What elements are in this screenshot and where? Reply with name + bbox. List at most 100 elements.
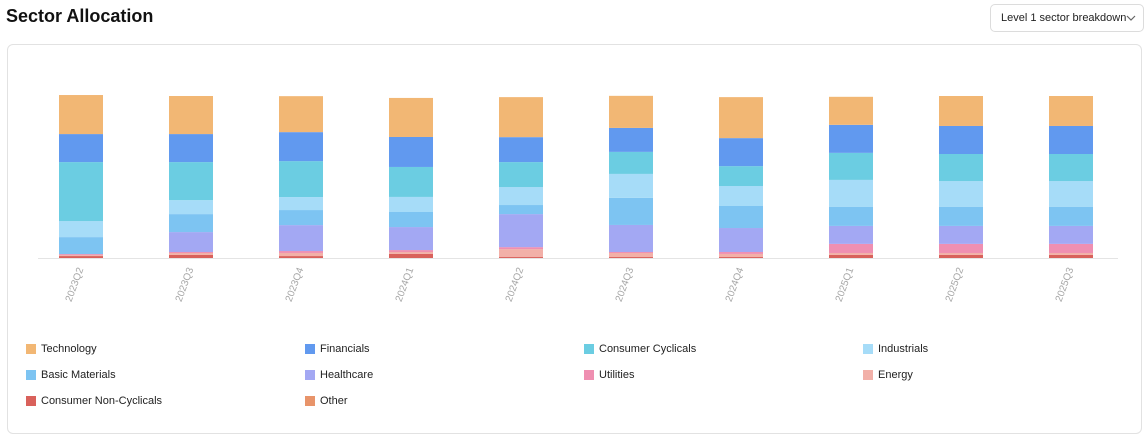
legend-item-consumer-non-cyclicals[interactable]: Consumer Non-Cyclicals: [26, 395, 162, 407]
bar-segment-2025Q3-basic-materials[interactable]: [1049, 206, 1093, 226]
bar-segment-2024Q4-energy[interactable]: [719, 253, 763, 258]
bar-segment-2025Q3-utilities[interactable]: [1049, 243, 1093, 253]
bar-segment-2024Q4-utilities[interactable]: [719, 252, 763, 254]
bar-segment-2024Q2-healthcare[interactable]: [499, 214, 543, 248]
bar-segment-2023Q2-utilities[interactable]: [59, 254, 103, 256]
bar-segment-2024Q4-industrials[interactable]: [719, 186, 763, 206]
legend-item-consumer-cyclicals[interactable]: Consumer Cyclicals: [584, 343, 696, 355]
bar-segment-2025Q2-utilities[interactable]: [939, 243, 983, 253]
bar-segment-2024Q1-industrials[interactable]: [389, 196, 433, 212]
bar-segment-2024Q1-financials[interactable]: [389, 136, 433, 167]
bar-segment-2024Q3-healthcare[interactable]: [609, 224, 653, 252]
bar-segment-2024Q4-financials[interactable]: [719, 138, 763, 167]
bar-segment-2024Q3-technology[interactable]: [609, 95, 653, 128]
bar-segment-2024Q4-healthcare[interactable]: [719, 228, 763, 253]
bar-segment-2024Q4-consumer-cyclicals[interactable]: [719, 166, 763, 187]
bar-segment-2023Q4-healthcare[interactable]: [279, 225, 323, 252]
bar-segment-2025Q2-financials[interactable]: [939, 125, 983, 154]
bar-segment-2024Q1-utilities[interactable]: [389, 250, 433, 252]
bar-segment-2025Q2-energy[interactable]: [939, 252, 983, 255]
bar-segment-2025Q1-consumer-cyclicals[interactable]: [829, 152, 873, 180]
bar-segment-2025Q3-industrials[interactable]: [1049, 181, 1093, 207]
bar-segment-2024Q2-energy[interactable]: [499, 249, 543, 258]
bar-segment-2024Q2-industrials[interactable]: [499, 187, 543, 206]
bar-segment-2023Q3-healthcare[interactable]: [169, 232, 213, 253]
bar-segment-2025Q1-consumer-non-cyclicals[interactable]: [829, 254, 873, 258]
bar-segment-2023Q3-basic-materials[interactable]: [169, 214, 213, 233]
bar-segment-2024Q3-basic-materials[interactable]: [609, 197, 653, 225]
bar-segment-2024Q1-energy[interactable]: [389, 252, 433, 254]
bar-segment-2025Q1-energy[interactable]: [829, 252, 873, 255]
bar-segment-2023Q2-consumer-non-cyclicals[interactable]: [59, 256, 103, 258]
legend-item-industrials[interactable]: Industrials: [863, 343, 928, 355]
bar-segment-2025Q1-industrials[interactable]: [829, 179, 873, 207]
bar-segment-2023Q2-energy[interactable]: [59, 255, 103, 257]
bar-segment-2025Q1-utilities[interactable]: [829, 243, 873, 253]
bar-segment-2024Q3-consumer-non-cyclicals[interactable]: [609, 257, 653, 258]
bar-segment-2023Q4-energy[interactable]: [279, 252, 323, 257]
bar-segment-2024Q1-basic-materials[interactable]: [389, 211, 433, 228]
bar-segment-2025Q3-consumer-cyclicals[interactable]: [1049, 154, 1093, 182]
bar-segment-2023Q3-utilities[interactable]: [169, 252, 213, 253]
legend-item-energy[interactable]: Energy: [863, 369, 913, 381]
bar-segment-2024Q2-consumer-non-cyclicals[interactable]: [499, 257, 543, 258]
bar-segment-2025Q2-industrials[interactable]: [939, 181, 983, 207]
bar-segment-2024Q4-technology[interactable]: [719, 97, 763, 139]
bar-segment-2023Q2-basic-materials[interactable]: [59, 237, 103, 255]
bar-segment-2023Q4-consumer-non-cyclicals[interactable]: [279, 256, 323, 258]
bar-segment-2025Q2-basic-materials[interactable]: [939, 206, 983, 226]
bar-segment-2024Q1-healthcare[interactable]: [389, 227, 433, 251]
bar-segment-2025Q3-financials[interactable]: [1049, 125, 1093, 154]
bar-segment-2025Q1-technology[interactable]: [829, 96, 873, 125]
bar-segment-2025Q1-financials[interactable]: [829, 124, 873, 153]
bar-segment-2023Q3-industrials[interactable]: [169, 200, 213, 215]
bar-segment-2025Q2-consumer-non-cyclicals[interactable]: [939, 254, 983, 258]
bar-segment-2023Q3-energy[interactable]: [169, 252, 213, 255]
bar-segment-2023Q4-basic-materials[interactable]: [279, 210, 323, 226]
bar-segment-2023Q3-consumer-cyclicals[interactable]: [169, 162, 213, 201]
bar-segment-2024Q3-industrials[interactable]: [609, 173, 653, 198]
bar-segment-2023Q3-financials[interactable]: [169, 134, 213, 163]
bar-segment-2023Q4-industrials[interactable]: [279, 197, 323, 211]
bar-segment-2023Q4-financials[interactable]: [279, 132, 323, 162]
legend-item-technology[interactable]: Technology: [26, 343, 97, 355]
sector-level-dropdown[interactable]: Level 1 sector breakdown: [990, 4, 1144, 32]
bar-segment-2025Q2-technology[interactable]: [939, 96, 983, 126]
bar-segment-2024Q1-consumer-cyclicals[interactable]: [389, 166, 433, 197]
bar-segment-2024Q2-financials[interactable]: [499, 137, 543, 163]
bar-segment-2024Q1-consumer-non-cyclicals[interactable]: [389, 253, 433, 258]
bar-segment-2024Q2-technology[interactable]: [499, 97, 543, 138]
bar-segment-2025Q3-consumer-non-cyclicals[interactable]: [1049, 254, 1093, 258]
bar-segment-2023Q3-consumer-non-cyclicals[interactable]: [169, 254, 213, 258]
bar-segment-2025Q2-healthcare[interactable]: [939, 225, 983, 244]
bar-segment-2023Q2-technology[interactable]: [59, 95, 103, 135]
legend-item-financials[interactable]: Financials: [305, 343, 370, 355]
bar-segment-2025Q3-technology[interactable]: [1049, 96, 1093, 126]
bar-segment-2024Q2-consumer-cyclicals[interactable]: [499, 162, 543, 188]
legend-item-healthcare[interactable]: Healthcare: [305, 369, 373, 381]
bar-segment-2024Q3-energy[interactable]: [609, 252, 653, 258]
legend-item-other[interactable]: Other: [305, 395, 348, 407]
bar-segment-2023Q2-consumer-cyclicals[interactable]: [59, 162, 103, 222]
bar-segment-2023Q4-utilities[interactable]: [279, 251, 323, 253]
bar-segment-2024Q2-utilities[interactable]: [499, 247, 543, 250]
bar-segment-2025Q3-healthcare[interactable]: [1049, 225, 1093, 244]
bar-segment-2024Q4-consumer-non-cyclicals[interactable]: [719, 257, 763, 258]
bar-segment-2024Q4-basic-materials[interactable]: [719, 206, 763, 229]
bar-segment-2024Q1-technology[interactable]: [389, 97, 433, 137]
bar-segment-2024Q3-financials[interactable]: [609, 127, 653, 152]
bar-segment-2024Q3-consumer-cyclicals[interactable]: [609, 151, 653, 174]
legend-item-utilities[interactable]: Utilities: [584, 369, 634, 381]
bar-segment-2025Q2-consumer-cyclicals[interactable]: [939, 154, 983, 182]
legend-item-basic-materials[interactable]: Basic Materials: [26, 369, 116, 381]
bar-segment-2023Q3-technology[interactable]: [169, 96, 213, 135]
bar-segment-2023Q2-financials[interactable]: [59, 134, 103, 163]
bar-segment-2023Q2-industrials[interactable]: [59, 221, 103, 238]
bar-segment-2024Q2-basic-materials[interactable]: [499, 205, 543, 215]
bar-segment-2025Q3-energy[interactable]: [1049, 252, 1093, 255]
bar-segment-2024Q3-utilities[interactable]: [609, 252, 653, 253]
bar-segment-2025Q1-healthcare[interactable]: [829, 225, 873, 244]
bar-segment-2025Q1-basic-materials[interactable]: [829, 206, 873, 226]
bar-segment-2023Q4-technology[interactable]: [279, 96, 323, 133]
bar-segment-2023Q4-consumer-cyclicals[interactable]: [279, 161, 323, 198]
